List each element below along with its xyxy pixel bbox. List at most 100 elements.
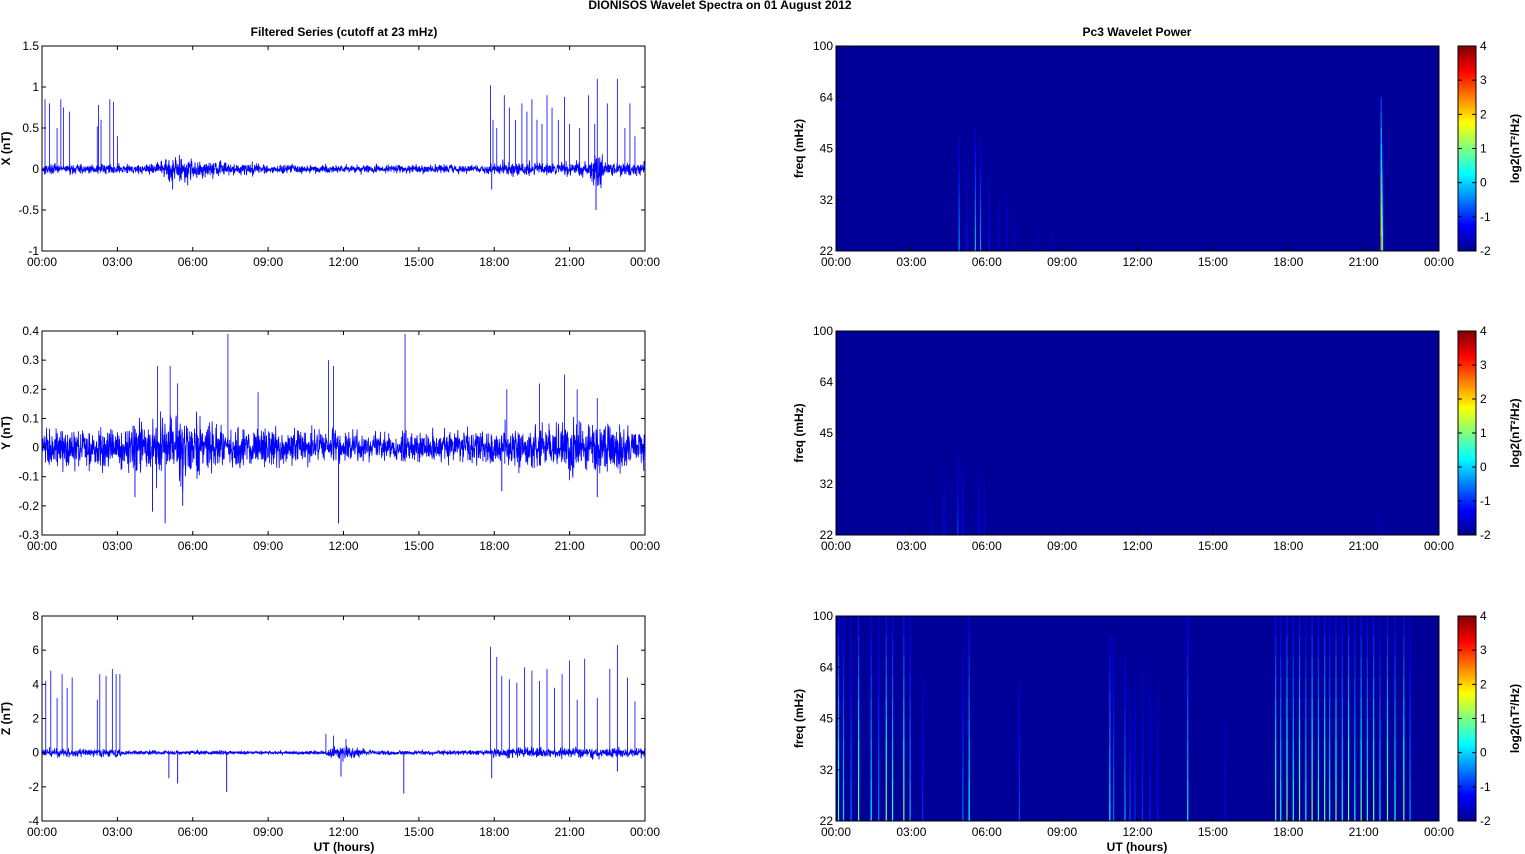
spectrum-z-streak-cell [870, 759, 872, 781]
series-z-ytick-label: -4 [28, 814, 39, 828]
spectrum-z-streak-cell [842, 657, 845, 678]
spectrum-z-streak-cell [891, 718, 894, 740]
spectrum-z-streak-cell [1149, 805, 1151, 822]
spectrum-z-streak-cell [1317, 780, 1319, 801]
left-column-title: Filtered Series (cutoff at 23 mHz) [251, 25, 438, 39]
spectrum-z-streak-cell [1409, 636, 1411, 658]
spectrum-x-streak-cell [966, 201, 968, 211]
spectrum-z-streak-cell [1329, 636, 1331, 658]
spectrum-z-streak-cell [1324, 657, 1326, 678]
spectrum-z-streak-cell [1280, 616, 1282, 637]
spectrum-z-streak-cell [1141, 739, 1144, 756]
spectrum-y-xtick-label: 00:00 [821, 539, 851, 553]
spectrum-z-streak-cell [1335, 718, 1337, 740]
spectrum-z-streak-cell [1341, 800, 1343, 822]
spectrum-z-streak-cell [903, 657, 905, 678]
spectrum-z-streak-cell [1109, 654, 1111, 674]
spectrum-z-streak-cell [850, 698, 852, 719]
spectrum-z-streak-cell [891, 698, 894, 719]
spectrum-z-streak-cell [922, 790, 924, 806]
spectrum-z-streak-cell [1394, 616, 1396, 637]
spectrum-z-streak-cell [1124, 722, 1126, 740]
spectrum-y-streak-cell [978, 463, 980, 472]
spectrum-x-colorbar-tick-label: 3 [1480, 73, 1487, 87]
spectrum-z-streak-cell [1157, 706, 1159, 721]
spectrum-z-streak-cell [1305, 739, 1307, 760]
spectrum-z-streak-cell [1298, 698, 1301, 719]
spectrum-z-streak-cell [1224, 784, 1227, 797]
spectrum-z-streak-cell [1329, 780, 1331, 801]
spectrum-x-streak-cell [1036, 225, 1038, 231]
spectrum-z-streak-cell [842, 677, 845, 699]
spectrum-z-streak-cell [903, 718, 905, 740]
spectrum-z-streak-cell [858, 759, 860, 781]
spectrum-z-streak-cell [1149, 667, 1151, 683]
series-z-ytick-label: 6 [32, 643, 39, 657]
spectrum-y-colorbar-tick-label: 0 [1480, 460, 1487, 474]
series-y-ytick-label: 0.4 [22, 324, 39, 338]
spectrum-z-streak-cell [1347, 698, 1350, 719]
spectrum-x-xtick-label: 15:00 [1198, 255, 1228, 269]
spectrum-x-streak-cell [958, 183, 960, 195]
spectrum-x-streak-cell [1380, 174, 1382, 190]
spectrum-y-streak-cell [957, 486, 959, 495]
series-x-xtick-label: 21:00 [555, 255, 585, 269]
spectrum-x-streak-cell [1013, 238, 1015, 246]
spectrum-y-streak-cell [962, 477, 964, 486]
spectrum-z-streak-cell [1129, 794, 1131, 808]
series-y-ytick-label: 0.2 [22, 382, 39, 396]
spectrum-z-colorbar-tick-label: 1 [1480, 712, 1487, 726]
spectrum-z-streak-cell [1394, 698, 1396, 719]
series-y-xtick-label: 15:00 [404, 539, 434, 553]
spectrum-y-streak-cell [930, 514, 933, 519]
spectrum-z-ytick-label: 32 [820, 763, 834, 777]
spectrum-z-streak-cell [1347, 780, 1350, 801]
spectrum-y-colorbar-tick-label: -1 [1480, 494, 1491, 508]
spectrum-z-streak-cell [1298, 657, 1301, 678]
spectrum-x-streak-cell [979, 239, 982, 252]
spectrum-z-streak-cell [922, 744, 924, 760]
spectrum-z-ytick-label: 64 [820, 660, 834, 674]
spectrum-z-streak-cell [885, 780, 887, 801]
spectrum-z-colorbar-label: log2(nT²/Hz) [1508, 684, 1522, 753]
spectrum-z-streak-cell [1394, 657, 1396, 678]
spectrum-x-streak-cell [974, 152, 977, 166]
spectrum-z-streak-cell [837, 698, 840, 719]
spectrum-y-streak-cell [978, 492, 980, 500]
spectrum-z-streak-cell [1341, 636, 1343, 658]
series-x-xtick-label: 15:00 [404, 255, 434, 269]
spectrum-z-streak-cell [903, 698, 905, 719]
spectrum-z-streak-cell [1280, 636, 1282, 658]
spectrum-z-streak-cell [1347, 800, 1350, 822]
spectrum-z-streak-cell [1329, 677, 1331, 699]
spectrum-y-streak-cell [1378, 516, 1380, 520]
spectrum-z-streak-cell [878, 739, 880, 760]
spectrum-z-streak-cell [1129, 714, 1131, 729]
spectrum-z-streak-cell [1366, 759, 1368, 781]
spectrum-z-streak-cell [1373, 636, 1375, 658]
spectrum-y-streak-cell [983, 510, 985, 517]
spectrum-z-streak-cell [1224, 771, 1227, 785]
spectrum-z-streak-cell [1329, 616, 1331, 637]
spectrum-z-streak-cell [1394, 677, 1396, 699]
spectrum-x-streak-cell [1036, 220, 1038, 226]
spectrum-z-xtick-label: 03:00 [896, 825, 926, 839]
spectrum-z-streak-cell [1335, 759, 1337, 781]
spectrum-z-streak-cell [1141, 706, 1144, 723]
spectrum-z-streak-cell [1311, 616, 1313, 637]
spectrum-y-streak-cell [1378, 528, 1380, 533]
spectrum-z-streak-cell [1224, 734, 1227, 748]
spectrum-z-streak-cell [842, 718, 845, 740]
spectrum-z-streak-cell [1379, 616, 1381, 637]
spectrum-z-streak-cell [968, 616, 970, 637]
spectrum-y-streak-cell [943, 499, 945, 507]
spectrum-z-streak-cell [1354, 800, 1356, 822]
spectrum-z-streak-cell [1149, 790, 1151, 806]
spectrum-z-streak-cell [1394, 800, 1396, 822]
spectrum-z-streak-cell [1317, 698, 1319, 719]
spectrum-z-streak-cell [1335, 657, 1337, 678]
series-y-xtick-label: 00:00 [630, 539, 660, 553]
spectrum-y-colorbar-tick-label: 1 [1480, 426, 1487, 440]
